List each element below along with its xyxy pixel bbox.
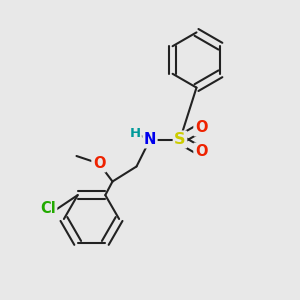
Text: S: S: [174, 132, 186, 147]
Text: O: O: [195, 120, 207, 135]
Text: O: O: [195, 144, 207, 159]
Text: Cl: Cl: [40, 201, 56, 216]
Text: H: H: [129, 127, 141, 140]
Text: N: N: [144, 132, 156, 147]
Text: O: O: [93, 156, 105, 171]
